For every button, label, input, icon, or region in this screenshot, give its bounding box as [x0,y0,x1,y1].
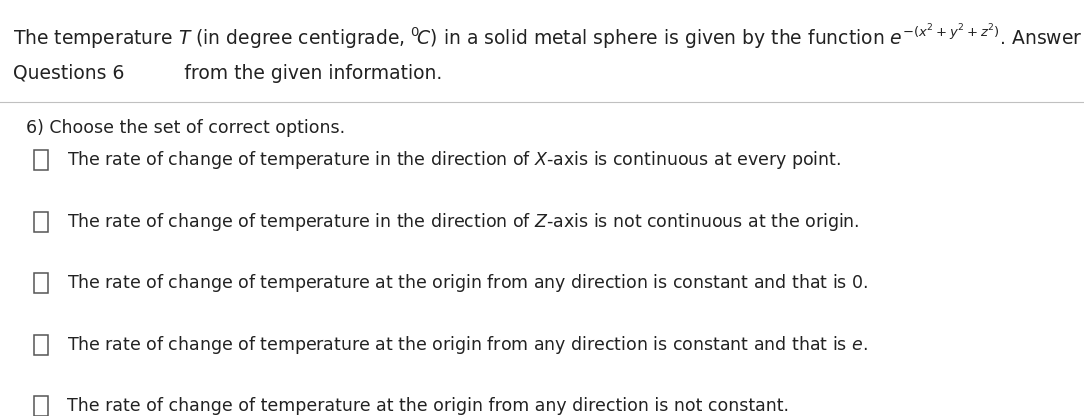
Text: The rate of change of temperature at the origin from any direction is constant a: The rate of change of temperature at the… [67,272,868,294]
Bar [35,150,48,170]
Bar [35,396,48,416]
Text: 6) Choose the set of correct options.: 6) Choose the set of correct options. [26,119,345,136]
Bar [35,335,48,355]
Bar [35,212,48,232]
Text: The rate of change of temperature in the direction of $\mathit{X}$-axis is conti: The rate of change of temperature in the… [67,149,841,171]
Text: Questions 6          from the given information.: Questions 6 from the given information. [13,64,442,84]
Text: The rate of change of temperature in the direction of $\mathit{Z}$-axis is not c: The rate of change of temperature in the… [67,211,860,233]
Bar [35,273,48,293]
Text: The rate of change of temperature at the origin from any direction is not consta: The rate of change of temperature at the… [67,397,789,416]
Text: The temperature $\mathit{T}$ (in degree centigrade, $^{0}\!C$) in a solid metal : The temperature $\mathit{T}$ (in degree … [13,23,1083,51]
Text: The rate of change of temperature at the origin from any direction is constant a: The rate of change of temperature at the… [67,334,868,356]
